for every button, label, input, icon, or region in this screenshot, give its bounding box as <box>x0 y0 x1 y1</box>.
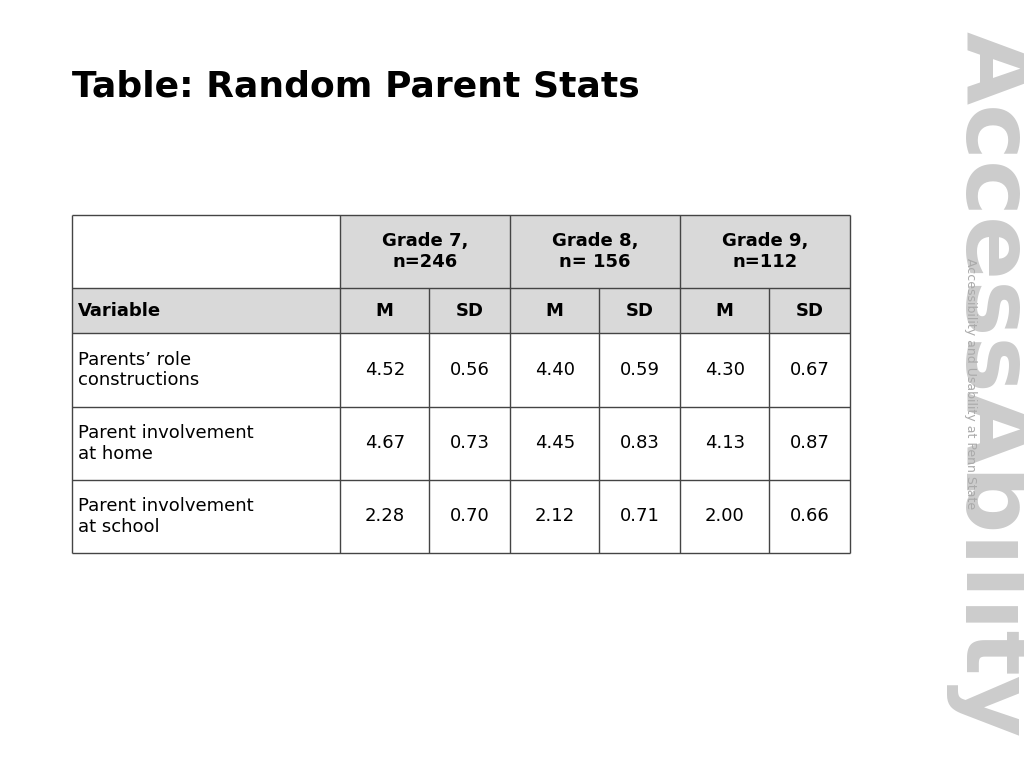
Bar <box>769 480 850 553</box>
Text: Grade 8,
n= 156: Grade 8, n= 156 <box>552 232 638 271</box>
Text: 0.59: 0.59 <box>620 361 659 379</box>
Text: Accessibility and Usability at Penn State: Accessibility and Usability at Penn Stat… <box>965 259 977 509</box>
Bar <box>769 406 850 480</box>
Text: 0.67: 0.67 <box>790 361 829 379</box>
Text: Parents’ role
constructions: Parents’ role constructions <box>78 350 199 389</box>
Bar <box>680 333 769 406</box>
Bar <box>429 333 510 406</box>
Text: Variable: Variable <box>78 302 161 319</box>
Text: AccessAbility: AccessAbility <box>945 31 1024 737</box>
Text: 0.83: 0.83 <box>620 434 659 452</box>
Bar <box>429 288 510 333</box>
Bar <box>72 288 340 333</box>
Bar <box>599 215 680 288</box>
Text: 2.00: 2.00 <box>705 508 744 525</box>
Bar <box>510 215 599 288</box>
Bar <box>680 215 769 288</box>
Bar <box>72 333 340 406</box>
Bar <box>429 406 510 480</box>
Text: 4.67: 4.67 <box>365 434 404 452</box>
Text: SD: SD <box>796 302 823 319</box>
Text: 4.40: 4.40 <box>535 361 574 379</box>
Bar <box>340 480 429 553</box>
Bar <box>510 333 599 406</box>
Bar <box>599 288 680 333</box>
Bar <box>510 406 599 480</box>
Text: 4.13: 4.13 <box>705 434 744 452</box>
Bar <box>429 215 510 288</box>
Text: 0.56: 0.56 <box>450 361 489 379</box>
Text: 0.71: 0.71 <box>620 508 659 525</box>
Bar <box>72 406 340 480</box>
Bar <box>599 333 680 406</box>
Bar <box>769 288 850 333</box>
Text: M: M <box>546 302 563 319</box>
Text: 2.28: 2.28 <box>365 508 404 525</box>
Text: 0.73: 0.73 <box>450 434 489 452</box>
Text: 4.30: 4.30 <box>705 361 744 379</box>
Bar <box>429 480 510 553</box>
Bar <box>340 215 429 288</box>
Bar <box>680 480 769 553</box>
Text: M: M <box>716 302 733 319</box>
Bar <box>340 333 429 406</box>
Bar <box>599 480 680 553</box>
Text: 0.87: 0.87 <box>790 434 829 452</box>
Bar <box>680 406 769 480</box>
Text: SD: SD <box>456 302 483 319</box>
Text: Parent involvement
at home: Parent involvement at home <box>78 424 254 462</box>
Bar <box>72 480 340 553</box>
Text: M: M <box>376 302 393 319</box>
Text: 4.45: 4.45 <box>535 434 574 452</box>
Bar <box>769 333 850 406</box>
Text: SD: SD <box>626 302 653 319</box>
Text: Table: Random Parent Stats: Table: Random Parent Stats <box>72 69 639 103</box>
Text: 0.66: 0.66 <box>790 508 829 525</box>
Bar <box>340 406 429 480</box>
Text: 4.52: 4.52 <box>365 361 404 379</box>
Bar <box>340 288 429 333</box>
Text: 0.70: 0.70 <box>450 508 489 525</box>
Text: Parent involvement
at school: Parent involvement at school <box>78 497 254 536</box>
Bar <box>769 215 850 288</box>
Bar <box>680 288 769 333</box>
Bar <box>72 215 340 288</box>
Bar <box>510 480 599 553</box>
Text: 2.12: 2.12 <box>535 508 574 525</box>
Bar <box>510 288 599 333</box>
Text: Grade 7,
n=246: Grade 7, n=246 <box>382 232 468 271</box>
Text: Grade 9,
n=112: Grade 9, n=112 <box>722 232 808 271</box>
Bar <box>599 406 680 480</box>
